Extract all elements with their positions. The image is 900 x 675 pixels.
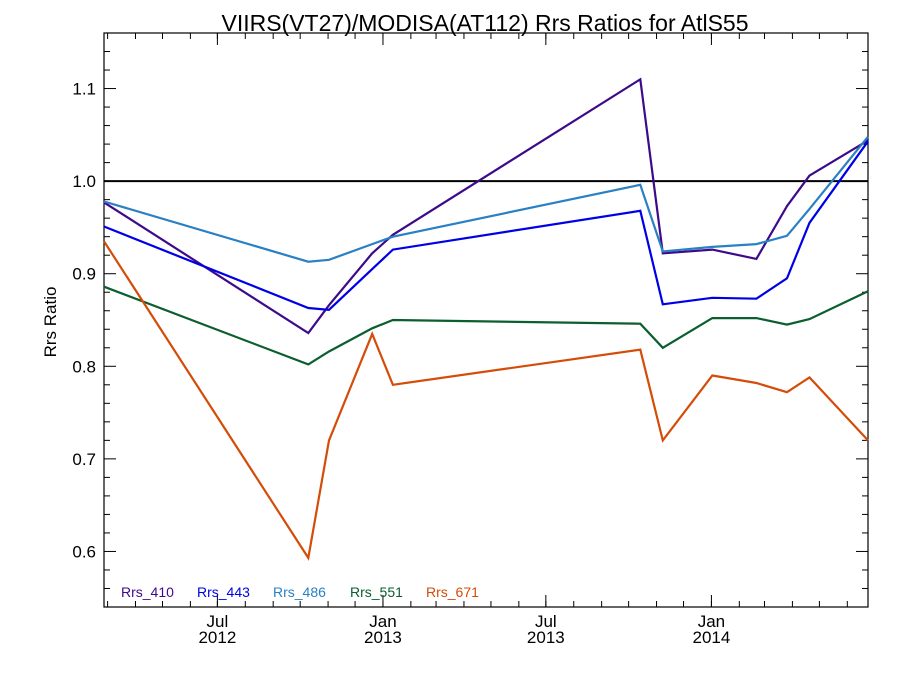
y-tick-label: 0.7 — [72, 450, 96, 469]
x-tick-label-year: 2012 — [198, 628, 236, 647]
y-tick-label: 1.0 — [72, 172, 96, 191]
series-line-rrs-671 — [103, 240, 869, 561]
x-tick-label-month: Jan — [369, 612, 396, 631]
x-tick-label-month: Jul — [535, 612, 557, 631]
y-tick-label: 0.8 — [72, 357, 96, 376]
y-axis-label: Rrs Ratio — [41, 287, 60, 358]
series-line-rrs-551 — [103, 285, 869, 366]
series-line-rrs-443 — [103, 140, 869, 311]
legend-entry-rrs-551: Rrs_551 — [350, 584, 403, 600]
legend: Rrs_410 Rrs_443 Rrs_486 Rrs_551 Rrs_671 — [121, 584, 479, 600]
x-tick-label-month: Jul — [207, 612, 229, 631]
legend-entry-rrs-671: Rrs_671 — [426, 584, 479, 600]
legend-entry-rrs-443: Rrs_443 — [197, 584, 250, 600]
y-tick-label: 1.1 — [72, 80, 96, 99]
series-layer — [103, 77, 869, 561]
y-tick-label: 0.6 — [72, 542, 96, 561]
plot-frame — [103, 32, 869, 608]
x-tick-label-year: 2013 — [527, 628, 565, 647]
chart-title: VIIRS(VT27)/MODISA(AT112) Rrs Ratios for… — [221, 10, 748, 36]
x-tick-label-year: 2014 — [693, 628, 731, 647]
series-line-rrs-486 — [103, 136, 869, 263]
y-tick-label: 0.9 — [72, 265, 96, 284]
series-line-rrs-410 — [103, 77, 869, 335]
x-tick-label-month: Jan — [698, 612, 725, 631]
ticks-layer: 0.60.70.80.91.01.1Jul2012Jan2013Jul2013J… — [72, 33, 868, 647]
legend-entry-rrs-486: Rrs_486 — [273, 584, 326, 600]
x-tick-label-year: 2013 — [364, 628, 402, 647]
legend-entry-rrs-410: Rrs_410 — [121, 584, 174, 600]
